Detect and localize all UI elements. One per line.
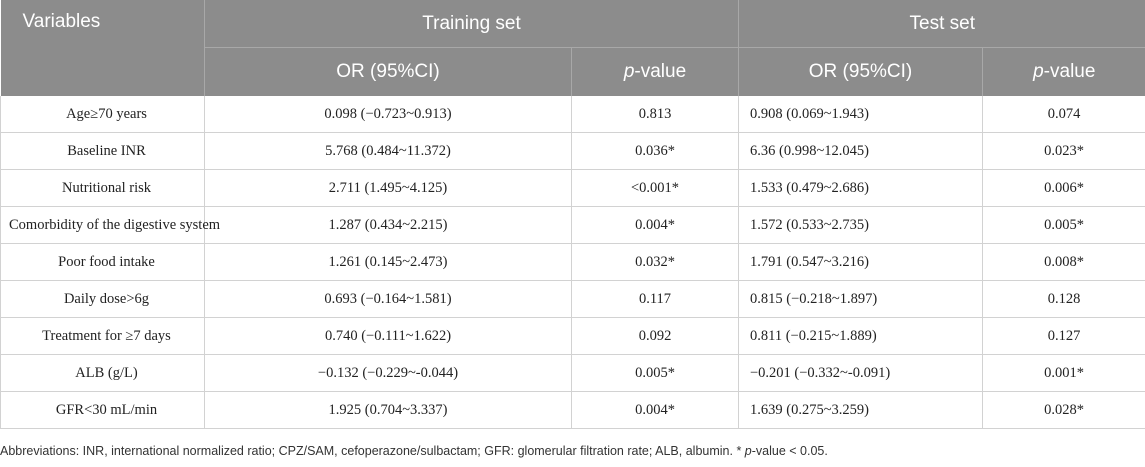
cell-test-p: 0.074 [982, 96, 1145, 133]
cell-test-or: 1.533 (0.479~2.686) [738, 169, 983, 207]
cell-train-p: 0.004* [571, 206, 739, 244]
cell-test-p: 0.006* [982, 169, 1145, 207]
cell-test-or: 0.811 (−0.215~1.889) [738, 317, 983, 355]
cell-test-p: 0.128 [982, 280, 1145, 318]
cell-variable: Daily dose>6g [0, 280, 205, 318]
cell-train-or: 2.711 (1.495~4.125) [204, 169, 572, 207]
cell-variable: Baseline INR [0, 132, 205, 170]
cell-variable: Age≥70 years [0, 96, 205, 133]
table-row: GFR<30 mL/min 1.925 (0.704~3.337) 0.004*… [0, 391, 1145, 429]
cell-train-or: 1.925 (0.704~3.337) [204, 391, 572, 429]
header-train-or-ci: OR (95%CI) [204, 47, 572, 96]
header-test-p-value: p-value [981, 47, 1145, 96]
cell-test-or: 0.908 (0.069~1.943) [738, 96, 983, 133]
cell-train-or: −0.132 (−0.229~-0.044) [204, 354, 572, 392]
cell-test-p: 0.028* [982, 391, 1145, 429]
cell-train-or: 1.261 (0.145~2.473) [204, 243, 572, 281]
table-row: ALB (g/L) −0.132 (−0.229~-0.044) 0.005* … [0, 354, 1145, 392]
cell-variable: Treatment for ≥7 days [0, 317, 205, 355]
table-row: Nutritional risk 2.711 (1.495~4.125) <0.… [0, 169, 1145, 207]
header-training-set: Training set [204, 0, 739, 48]
cell-train-p: 0.117 [571, 280, 739, 318]
cell-test-or: 0.815 (−0.218~1.897) [738, 280, 983, 318]
table-row: Baseline INR 5.768 (0.484~11.372) 0.036*… [0, 132, 1145, 170]
table-row: Age≥70 years 0.098 (−0.723~0.913) 0.813 … [0, 96, 1145, 133]
cell-test-p: 0.005* [982, 206, 1145, 244]
odds-ratio-table: Variables Training set Test set OR (95%C… [0, 0, 1145, 429]
cell-variable: Nutritional risk [0, 169, 205, 207]
cell-test-p: 0.008* [982, 243, 1145, 281]
cell-variable: Poor food intake [0, 243, 205, 281]
cell-train-or: 0.693 (−0.164~1.581) [204, 280, 572, 318]
cell-train-or: 0.098 (−0.723~0.913) [204, 96, 572, 133]
cell-train-p: 0.005* [571, 354, 739, 392]
cell-train-or: 5.768 (0.484~11.372) [204, 132, 572, 170]
cell-train-p: <0.001* [571, 169, 739, 207]
footnote-text: Abbreviations: INR, international normal… [0, 444, 742, 458]
cell-train-p: 0.036* [571, 132, 739, 170]
cell-train-or: 0.740 (−0.111~1.622) [204, 317, 572, 355]
cell-variable: GFR<30 mL/min [0, 391, 205, 429]
footnote-p: p [744, 444, 752, 458]
cell-test-p: 0.001* [982, 354, 1145, 392]
cell-train-p: 0.092 [571, 317, 739, 355]
cell-test-or: −0.201 (−0.332~-0.091) [738, 354, 983, 392]
header-train-p-value: p-value [571, 47, 739, 96]
table-row: Poor food intake 1.261 (0.145~2.473) 0.0… [0, 243, 1145, 281]
footnote-suffix: -value < 0.05. [751, 444, 828, 458]
cell-train-p: 0.004* [571, 391, 739, 429]
cell-test-or: 1.791 (0.547~3.216) [738, 243, 983, 281]
cell-test-or: 1.639 (0.275~3.259) [738, 391, 983, 429]
table-row: Daily dose>6g 0.693 (−0.164~1.581) 0.117… [0, 280, 1145, 318]
table-footnote: Abbreviations: INR, international normal… [0, 444, 828, 458]
table-body: Age≥70 years 0.098 (−0.723~0.913) 0.813 … [0, 96, 1145, 429]
cell-train-p: 0.032* [571, 243, 739, 281]
cell-variable: ALB (g/L) [0, 354, 205, 392]
cell-train-or: 1.287 (0.434~2.215) [204, 206, 572, 244]
header-test-or-ci: OR (95%CI) [738, 47, 983, 96]
table-row: Comorbidity of the digestive system 1.28… [0, 206, 1145, 244]
cell-test-or: 6.36 (0.998~12.045) [738, 132, 983, 170]
cell-test-or: 1.572 (0.533~2.735) [738, 206, 983, 244]
cell-test-p: 0.023* [982, 132, 1145, 170]
table-header: Variables Training set Test set OR (95%C… [0, 0, 1145, 96]
cell-variable: Comorbidity of the digestive system [0, 206, 220, 244]
cell-test-p: 0.127 [982, 317, 1145, 355]
header-test-set: Test set [737, 0, 1145, 48]
header-variables: Variables [0, 0, 205, 96]
table-row: Treatment for ≥7 days 0.740 (−0.111~1.62… [0, 317, 1145, 355]
cell-train-p: 0.813 [571, 96, 739, 133]
